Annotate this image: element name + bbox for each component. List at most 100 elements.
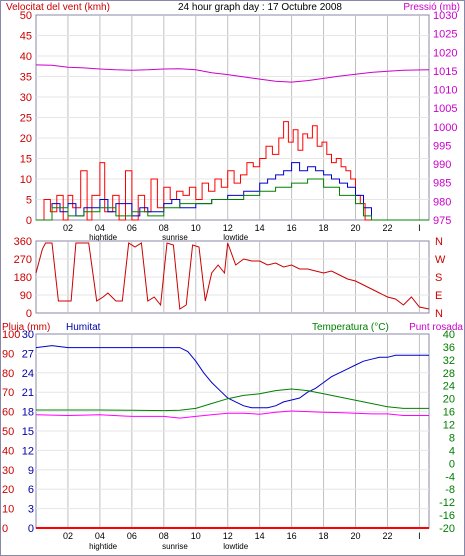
temperature-tick-label: -12 [439, 497, 455, 509]
temperature-axis-title: Temperatura (°C) [312, 322, 389, 333]
humidity-tick-label: 80 [2, 368, 14, 380]
direction-tick-label: 360 [14, 236, 32, 248]
time-tick-label: 12 [223, 531, 233, 541]
time-tick-label: 20 [351, 531, 361, 541]
pressure-tick-label: 985 [433, 178, 451, 190]
humidity-tick-label: 70 [2, 387, 14, 399]
gust-line [36, 121, 429, 221]
time-tick-label: 16 [287, 531, 297, 541]
rain-tick-label: 27 [22, 348, 34, 360]
temperature-tick-label: 40 [443, 329, 455, 341]
rain-humidity-temp-series [35, 345, 429, 529]
time-tick-label: 14 [255, 223, 265, 233]
pressure-line [35, 64, 430, 83]
direction-degrees-axis: 360 270 180 90 0 [14, 236, 32, 320]
rain-humidity-temp-gridlines [36, 334, 429, 528]
compass-tick-label: N [435, 308, 443, 320]
wind-tick-label: 5 [26, 195, 32, 207]
temperature-tick-label: 16 [443, 407, 455, 419]
compass-tick-label: E [435, 290, 442, 302]
time-tick-label: 10 [191, 531, 201, 541]
rain-tick-label: 15 [22, 426, 34, 438]
temperature-tick-label: 4 [449, 445, 455, 457]
rain-tick-label: 24 [22, 368, 34, 380]
time-tick-label: 12 [223, 223, 233, 233]
humidity-line [35, 345, 429, 409]
humidity-tick-label: 10 [2, 504, 14, 516]
humidity-tick-label: 0 [2, 523, 8, 535]
wind-axis-title: Velocitat del vent (kmh) [6, 2, 110, 13]
wind-tick-label: 50 [20, 10, 32, 22]
temperature-tick-label: -4 [445, 471, 455, 483]
wind-tick-label: 15 [20, 154, 32, 166]
wind-pressure-series [35, 64, 430, 221]
humidity-tick-label: 90 [2, 348, 14, 360]
time-axis-top: 02 04 06 08 10 12 14 16 18 20 22 I [63, 223, 421, 233]
wind_green-line [36, 178, 429, 221]
time-tick-label: 06 [127, 531, 137, 541]
wind-tick-label: 45 [20, 31, 32, 43]
time-tick-label: 02 [63, 531, 73, 541]
pressure-tick-label: 1020 [433, 47, 457, 59]
time-tick-label: 20 [351, 223, 361, 233]
pressure-tick-label: 1030 [433, 10, 457, 22]
pressure-tick-label: 1005 [433, 103, 457, 115]
time-tick-label: 16 [287, 223, 297, 233]
humidity-tick-label: 30 [2, 465, 14, 477]
pressure-tick-label: 980 [433, 196, 451, 208]
rain-tick-label: 30 [22, 329, 34, 341]
event-lowtide-label: lowtide [223, 542, 248, 551]
time-tick-label: 08 [159, 223, 169, 233]
rain-tick-label: 6 [28, 484, 34, 496]
humidity-tick-label: 50 [2, 426, 14, 438]
rain-axis-title: Pluja (mm) [2, 322, 50, 333]
wind-tick-label: 20 [20, 133, 32, 145]
wind-tick-label: 10 [20, 174, 32, 186]
wind-tick-label: 35 [20, 72, 32, 84]
time-tick-label: 22 [382, 223, 392, 233]
temperature-tick-label: 12 [443, 420, 455, 432]
wind-direction-gridlines [36, 241, 429, 313]
pressure-tick-label: 995 [433, 140, 451, 152]
event-sunrise-label: sunrise [162, 542, 188, 551]
time-tick-label: 10 [191, 223, 201, 233]
temperature-tick-label: 20 [443, 394, 455, 406]
time-tick-label: 22 [382, 531, 392, 541]
event-sunrise-label: sunrise [162, 233, 188, 242]
wind-tick-label: 0 [26, 215, 32, 227]
time-tick-label: 06 [127, 223, 137, 233]
wind-tick-label: 40 [20, 51, 32, 63]
wind-direction-line [35, 242, 430, 310]
pressure-tick-label: 1000 [433, 122, 457, 134]
humidity-tick-label: 20 [2, 484, 14, 496]
direction-tick-label: 270 [14, 254, 32, 266]
wind_avg-line [36, 162, 429, 221]
pressure-axis: 975 980 985 990 995 1000 1005 1010 1015 1020 1025 1… [433, 10, 457, 227]
humidity-axis: 0 10 20 30 40 50 60 70 80 90 100 [2, 329, 20, 535]
temperature-tick-label: 36 [443, 342, 455, 354]
rain-tick-label: 12 [22, 445, 34, 457]
temperature-line [36, 388, 429, 412]
temperature-tick-label: -16 [439, 510, 455, 522]
wind-speed-axis: 0 5 10 15 20 25 30 35 40 45 50 [20, 10, 32, 227]
time-tick-label: 18 [319, 531, 329, 541]
wind-tick-label: 25 [20, 113, 32, 125]
humidity-tick-label: 40 [2, 445, 14, 457]
temperature-tick-label: 32 [443, 355, 455, 367]
graph-title: 24 hour graph day : 17 Octubre 2008 [178, 2, 342, 13]
time-axis-bottom: 02 04 06 08 10 12 14 16 18 20 22 I [63, 531, 421, 541]
time-tick-label: 08 [159, 531, 169, 541]
time-tick-label: 04 [95, 223, 105, 233]
humidity-tick-label: 100 [2, 329, 20, 341]
compass-tick-label: S [435, 272, 442, 284]
direction-tick-label: 0 [26, 308, 32, 320]
humidity-tick-label: 60 [2, 407, 14, 419]
pressure-axis-title: Pressió (mb) [403, 2, 460, 13]
wind-direction-series [35, 242, 430, 310]
pressure-tick-label: 975 [433, 215, 451, 227]
temperature-tick-label: 8 [449, 432, 455, 444]
time-tick-label: 02 [63, 223, 73, 233]
pressure-tick-label: 1025 [433, 29, 457, 41]
